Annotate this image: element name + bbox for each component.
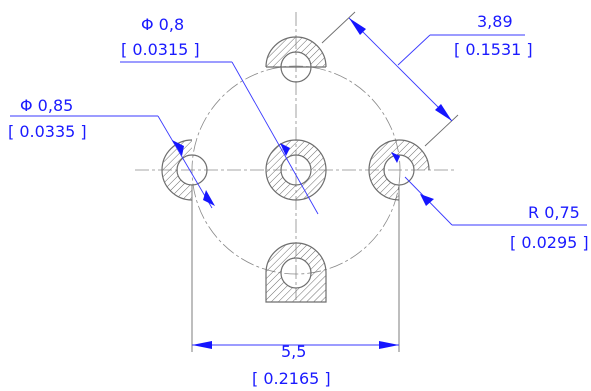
top-leader	[231, 61, 319, 215]
diagonal-distance-metric: 3,89	[477, 12, 513, 31]
diagonal-arrow-bottom	[435, 104, 452, 121]
radius-leader-arrow	[420, 194, 434, 206]
radius-imperial: [ 0.0295 ]	[510, 233, 589, 252]
left-diameter-metric: Φ 0,85	[20, 96, 73, 115]
radius-metric: R 0,75	[528, 203, 580, 222]
center-hole	[265, 139, 327, 201]
left-diameter-imperial: [ 0.0335 ]	[8, 122, 87, 141]
right-arrowhead	[379, 341, 399, 349]
left-leader	[157, 115, 213, 209]
left-leader-arrow-top	[172, 140, 184, 156]
diagonal-arrow-top	[349, 18, 366, 35]
bottom-hole	[265, 242, 327, 303]
right-hole	[368, 139, 430, 201]
top-hole	[265, 36, 327, 83]
diagonal-extension-right	[424, 114, 459, 147]
horizontal-distance-imperial: [ 0.2165 ]	[252, 369, 331, 388]
left-leader-arrow-bottom	[203, 190, 215, 206]
top-diameter-metric: Φ 0,8	[141, 15, 184, 34]
horizontal-distance-metric: 5,5	[281, 342, 306, 361]
diagonal-leader	[397, 34, 431, 66]
diagonal-distance-imperial: [ 0.1531 ]	[454, 40, 533, 59]
diagonal-extension-top	[321, 11, 356, 44]
diagonal-dimension-line	[348, 17, 453, 122]
radius-center-arrow	[391, 152, 400, 163]
left-arrowhead	[192, 341, 212, 349]
top-diameter-imperial: [ 0.0315 ]	[121, 40, 200, 59]
top-leader-arrow	[280, 143, 290, 156]
